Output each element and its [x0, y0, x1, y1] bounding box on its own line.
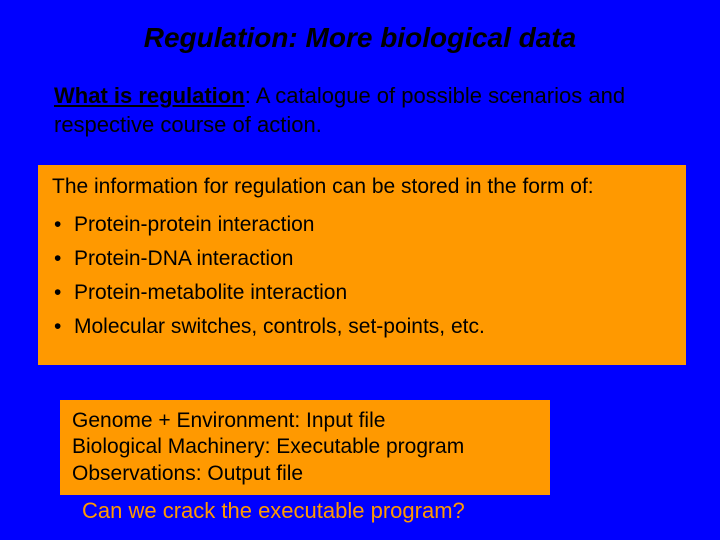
list-item: • Molecular switches, controls, set-poin… [54, 315, 672, 339]
list-item: • Protein-protein interaction [54, 213, 672, 237]
bullet-text: Protein-DNA interaction [74, 247, 293, 271]
info-lead: The information for regulation can be st… [52, 175, 672, 199]
bullet-text: Protein-protein interaction [74, 213, 314, 237]
analogy-line: Observations: Output file [72, 461, 538, 487]
slide-title: Regulation: More biological data [0, 22, 720, 54]
analogy-line: Genome + Environment: Input file [72, 408, 538, 434]
analogy-box: Genome + Environment: Input file Biologi… [60, 400, 550, 495]
definition-label: What is regulation [54, 83, 245, 108]
bullet-icon: • [54, 315, 74, 339]
analogy-line: Biological Machinery: Executable program [72, 434, 538, 460]
bullet-text: Protein-metabolite interaction [74, 281, 347, 305]
definition-separator: : [245, 83, 256, 108]
definition-block: What is regulation: A catalogue of possi… [54, 82, 644, 139]
slide-root: Regulation: More biological data What is… [0, 0, 720, 540]
bullet-icon: • [54, 213, 74, 237]
info-box: The information for regulation can be st… [38, 165, 686, 365]
list-item: • Protein-DNA interaction [54, 247, 672, 271]
bullet-icon: • [54, 281, 74, 305]
list-item: • Protein-metabolite interaction [54, 281, 672, 305]
bullet-icon: • [54, 247, 74, 271]
closing-question: Can we crack the executable program? [82, 498, 465, 524]
bullet-text: Molecular switches, controls, set-points… [74, 315, 485, 339]
